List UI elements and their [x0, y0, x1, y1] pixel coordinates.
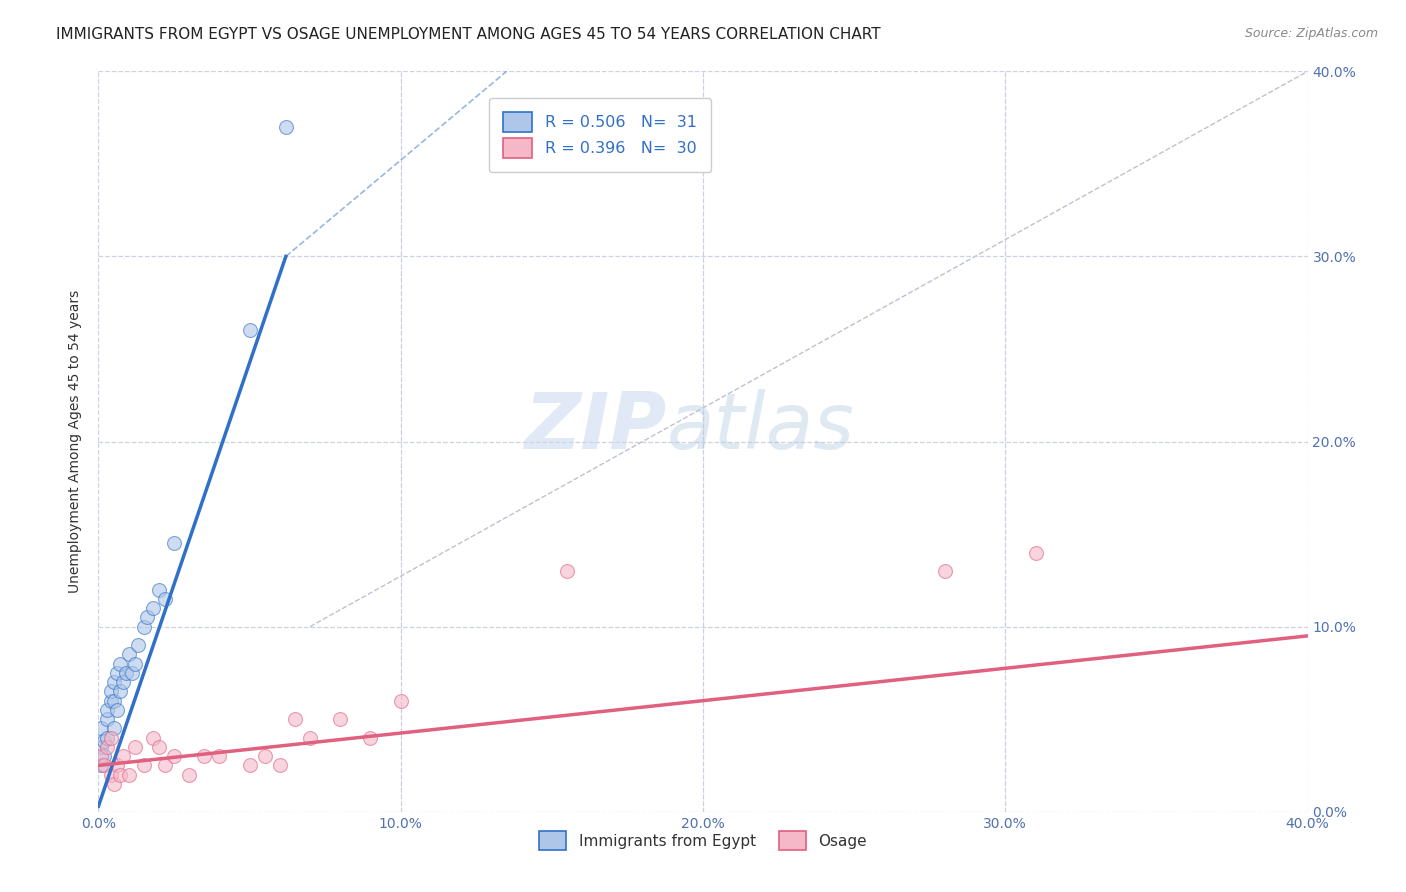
- Point: [142, 601, 165, 615]
- Point: [389, 694, 412, 708]
- Point: [1024, 545, 1046, 560]
- Point: [96, 739, 118, 754]
- Point: [163, 536, 186, 550]
- Point: [208, 749, 231, 764]
- Point: [153, 758, 176, 772]
- Point: [148, 739, 170, 754]
- Point: [124, 657, 146, 671]
- Point: [96, 712, 118, 726]
- Point: [135, 610, 157, 624]
- Point: [934, 564, 956, 578]
- Text: ZIP: ZIP: [524, 389, 666, 465]
- Text: atlas: atlas: [666, 389, 855, 465]
- Point: [193, 749, 215, 764]
- Point: [90, 739, 112, 754]
- Legend: Immigrants from Egypt, Osage: Immigrants from Egypt, Osage: [533, 825, 873, 856]
- Point: [100, 694, 122, 708]
- Point: [132, 758, 155, 772]
- Point: [329, 712, 352, 726]
- Point: [108, 767, 131, 781]
- Point: [142, 731, 165, 745]
- Point: [105, 758, 128, 772]
- Point: [93, 734, 115, 748]
- Point: [239, 758, 262, 772]
- Point: [127, 638, 149, 652]
- Point: [555, 564, 578, 578]
- Point: [179, 767, 201, 781]
- Point: [105, 703, 128, 717]
- Point: [100, 731, 122, 745]
- Point: [118, 767, 141, 781]
- Point: [103, 694, 125, 708]
- Point: [96, 703, 118, 717]
- Point: [90, 749, 112, 764]
- Point: [100, 767, 122, 781]
- Point: [163, 749, 186, 764]
- Text: Source: ZipAtlas.com: Source: ZipAtlas.com: [1244, 27, 1378, 40]
- Point: [108, 657, 131, 671]
- Point: [114, 665, 136, 680]
- Point: [103, 722, 125, 736]
- Point: [90, 722, 112, 736]
- Point: [360, 731, 382, 745]
- Point: [299, 731, 322, 745]
- Point: [90, 758, 112, 772]
- Point: [124, 739, 146, 754]
- Point: [153, 591, 176, 606]
- Y-axis label: Unemployment Among Ages 45 to 54 years: Unemployment Among Ages 45 to 54 years: [69, 290, 83, 593]
- Point: [93, 749, 115, 764]
- Point: [100, 684, 122, 698]
- Point: [93, 758, 115, 772]
- Point: [108, 684, 131, 698]
- Point: [269, 758, 291, 772]
- Point: [132, 619, 155, 633]
- Point: [121, 665, 143, 680]
- Text: IMMIGRANTS FROM EGYPT VS OSAGE UNEMPLOYMENT AMONG AGES 45 TO 54 YEARS CORRELATIO: IMMIGRANTS FROM EGYPT VS OSAGE UNEMPLOYM…: [56, 27, 882, 42]
- Point: [274, 120, 297, 134]
- Point: [103, 777, 125, 791]
- Point: [148, 582, 170, 597]
- Point: [284, 712, 307, 726]
- Point: [239, 324, 262, 338]
- Point: [96, 731, 118, 745]
- Point: [105, 665, 128, 680]
- Point: [118, 648, 141, 662]
- Point: [253, 749, 276, 764]
- Point: [111, 675, 134, 690]
- Point: [111, 749, 134, 764]
- Point: [103, 675, 125, 690]
